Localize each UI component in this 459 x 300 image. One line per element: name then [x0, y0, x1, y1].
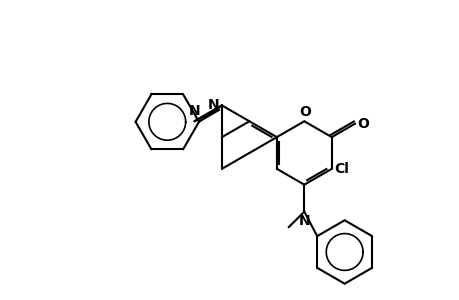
Text: N: N [298, 214, 309, 228]
Text: N: N [207, 98, 218, 112]
Text: O: O [356, 117, 368, 130]
Text: O: O [299, 105, 311, 119]
Text: N: N [188, 104, 200, 118]
Text: Cl: Cl [334, 162, 349, 176]
